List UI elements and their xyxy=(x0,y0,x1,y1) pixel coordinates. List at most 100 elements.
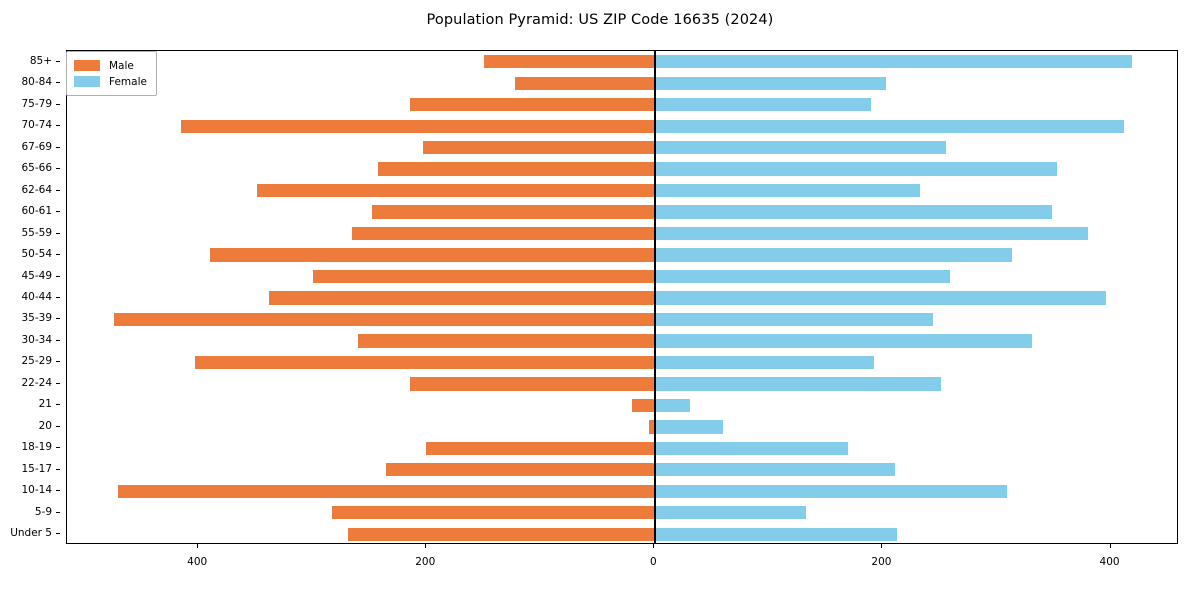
y-axis-tick-labels: Under 5 5-9 10-14 15-17 18-19 20 21 22-24 25-29 3… xyxy=(0,50,60,544)
bar-group xyxy=(67,441,1177,455)
zero-axis-line xyxy=(654,51,656,543)
bar-group xyxy=(67,140,1177,155)
bar-male xyxy=(181,119,655,133)
bar-group xyxy=(67,205,1177,219)
y-axis-tick-label: 65-66 xyxy=(21,162,52,175)
bar-male xyxy=(631,398,655,413)
x-axis-tick-label: 400 xyxy=(187,556,208,568)
bar-group xyxy=(67,183,1177,198)
bar-group xyxy=(67,76,1177,90)
y-axis-tick-mark xyxy=(56,125,60,127)
bar-group xyxy=(67,226,1177,241)
bar-female xyxy=(654,312,933,327)
chart-legend: Male Female xyxy=(66,51,157,96)
bar-female xyxy=(654,377,941,391)
y-axis-tick-label: 70-74 xyxy=(21,119,52,132)
y-axis-tick-mark xyxy=(56,254,60,256)
bar-group xyxy=(67,355,1177,370)
bar-group xyxy=(67,506,1177,520)
bar-male xyxy=(484,55,655,69)
bar-male xyxy=(352,226,655,241)
x-axis-tick-labels: 400 200 0 200 400 xyxy=(66,544,1178,584)
bar-male xyxy=(357,334,655,348)
bar-female xyxy=(654,355,875,370)
y-axis-tick-label: 85+ xyxy=(29,54,52,67)
y-axis-tick-label: 30-34 xyxy=(21,333,52,346)
y-axis-tick-mark xyxy=(56,425,60,427)
x-axis-tick-mark xyxy=(881,544,883,548)
bar-male xyxy=(371,205,655,219)
x-axis-tick-label: 200 xyxy=(415,556,436,568)
y-axis-tick-mark xyxy=(56,511,60,513)
y-axis-tick-mark xyxy=(56,318,60,320)
bar-female xyxy=(654,398,690,413)
y-axis-tick-mark xyxy=(56,211,60,213)
bar-group xyxy=(67,269,1177,284)
female-color-swatch xyxy=(74,76,100,87)
x-axis-tick-mark xyxy=(197,544,199,548)
y-axis-tick-label: 62-64 xyxy=(21,183,52,196)
bar-male xyxy=(113,312,655,327)
bar-male xyxy=(410,98,655,112)
y-axis-tick-label: 55-59 xyxy=(21,226,52,239)
bar-female xyxy=(654,463,895,477)
y-axis-tick-mark xyxy=(56,404,60,406)
y-axis-tick-label: 10-14 xyxy=(21,484,52,497)
bar-male xyxy=(209,248,655,262)
chart-title: Population Pyramid: US ZIP Code 16635 (2… xyxy=(426,12,774,28)
plot-area xyxy=(66,50,1178,544)
bar-female xyxy=(654,226,1088,241)
legend-label-male: Male xyxy=(109,59,134,72)
y-axis-tick-label: Under 5 xyxy=(10,527,52,540)
y-axis-tick-mark xyxy=(56,533,60,535)
x-axis-tick-mark xyxy=(653,544,655,548)
x-axis-tick-label: 400 xyxy=(1099,556,1120,568)
bar-group xyxy=(67,55,1177,69)
bar-group xyxy=(67,420,1177,434)
y-axis-tick-mark xyxy=(56,339,60,341)
bar-female xyxy=(654,55,1133,69)
bar-male xyxy=(118,484,655,498)
y-axis-tick-mark xyxy=(56,297,60,298)
bar-group xyxy=(67,98,1177,112)
bar-female xyxy=(654,441,849,455)
bar-female xyxy=(654,140,947,155)
bar-group xyxy=(67,291,1177,305)
y-axis-tick-mark xyxy=(56,189,60,191)
bar-group xyxy=(67,162,1177,176)
bar-female xyxy=(654,76,886,90)
bar-female xyxy=(654,269,950,284)
bar-male xyxy=(347,527,655,541)
bars-layer xyxy=(67,51,1177,543)
y-axis-tick-mark xyxy=(56,361,60,363)
y-axis-tick-mark xyxy=(56,468,60,470)
y-axis-tick-mark xyxy=(56,490,60,492)
bar-female xyxy=(654,162,1057,176)
y-axis-tick-label: 50-54 xyxy=(21,248,52,261)
y-axis-tick-label: 80-84 xyxy=(21,76,52,89)
y-axis-tick-label: 25-29 xyxy=(21,355,52,368)
y-axis-tick-mark xyxy=(56,168,60,170)
bar-group xyxy=(67,484,1177,498)
y-axis-tick-mark xyxy=(56,60,60,62)
y-axis-tick-mark xyxy=(56,82,60,84)
bar-group xyxy=(67,377,1177,391)
legend-item-female: Female xyxy=(74,74,147,89)
bar-male xyxy=(386,463,655,477)
y-axis-tick-label: 60-61 xyxy=(21,205,52,218)
bar-male xyxy=(426,441,655,455)
bar-male xyxy=(268,291,655,305)
bar-female xyxy=(654,506,807,520)
bar-female xyxy=(654,334,1032,348)
bar-female xyxy=(654,98,872,112)
x-axis-tick-mark xyxy=(1109,544,1111,548)
bar-group xyxy=(67,463,1177,477)
bar-group xyxy=(67,248,1177,262)
x-axis-tick-label: 200 xyxy=(871,556,892,568)
bar-male xyxy=(515,76,655,90)
y-axis-tick-label: 67-69 xyxy=(21,140,52,153)
x-axis-tick-mark xyxy=(425,544,427,548)
bar-female xyxy=(654,291,1106,305)
y-axis-tick-label: 45-49 xyxy=(21,269,52,282)
